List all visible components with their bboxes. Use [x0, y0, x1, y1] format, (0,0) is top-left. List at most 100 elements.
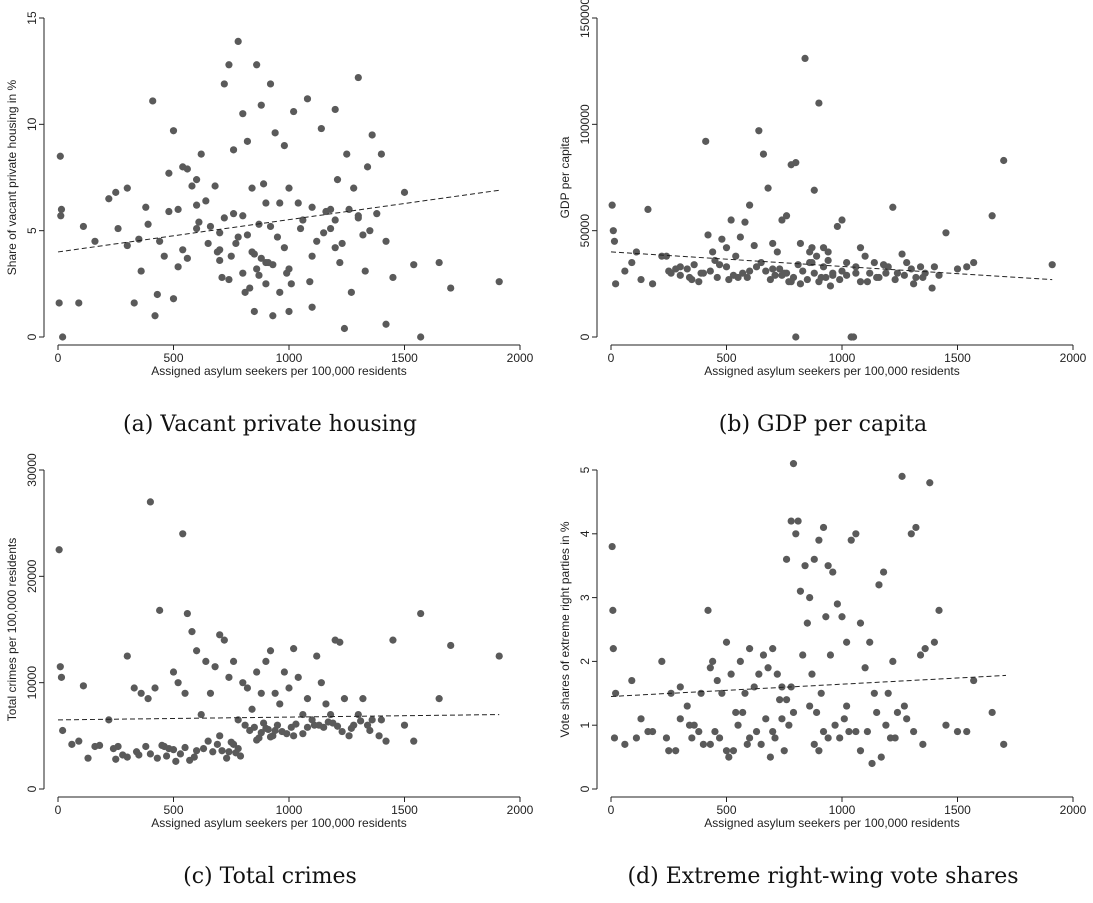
scatter-point [299, 216, 307, 224]
scatter-point [806, 702, 814, 710]
scatter-point [285, 307, 293, 316]
scatter-point [55, 299, 63, 307]
y-axis-title: GDP per capita [558, 136, 572, 218]
scatter-point [889, 203, 897, 211]
scatter-point [137, 267, 145, 275]
scatter-point [778, 715, 786, 723]
scatter-point [165, 207, 173, 216]
scatter-point [662, 252, 671, 260]
scatter-point [741, 689, 749, 697]
scatter-point [193, 201, 201, 209]
scatter-point [612, 280, 620, 288]
scatter-point [963, 727, 971, 736]
scatter-point [750, 241, 758, 250]
scatter-point [852, 530, 860, 538]
scatter-point [119, 751, 127, 759]
scatter-point [699, 269, 707, 277]
scatter-point [746, 267, 754, 275]
scatter-point [202, 657, 210, 665]
scatter-point [877, 753, 885, 761]
scatter-point [220, 214, 228, 222]
scatter-point [833, 222, 841, 231]
scatter-point [722, 263, 731, 271]
y-tick-label: 2 [578, 658, 592, 665]
scatter-point [303, 695, 312, 703]
scatter-point [709, 248, 717, 256]
scatter-point [366, 726, 374, 735]
scatter-point [290, 107, 298, 116]
scatter-point [803, 619, 811, 627]
caption-total-crimes: (c) Total crimes [183, 864, 357, 889]
scatter-point [232, 749, 240, 757]
scatter-point [206, 689, 215, 697]
scatter-point [815, 747, 823, 755]
scatter-point [764, 184, 772, 192]
scatter-point [389, 636, 397, 644]
scatter-point [891, 275, 899, 284]
scatter-point [322, 700, 330, 708]
scatter-point [229, 210, 238, 218]
scatter-point [759, 150, 768, 158]
scatter-point [794, 261, 802, 269]
fitted-line [610, 251, 1053, 281]
y-tick-label: 10 [25, 117, 39, 131]
scatter-point [495, 652, 503, 660]
scatter-point [156, 237, 164, 245]
scatter-point [158, 741, 166, 750]
caption-vacant-housing: (a) Vacant private housing [123, 412, 417, 437]
scatter-point [326, 224, 335, 233]
scatter-point [903, 258, 911, 267]
scatter-point [773, 670, 781, 678]
x-tick-label: 2000 [1060, 351, 1087, 365]
scatter-point [836, 275, 844, 284]
scatter-point [838, 267, 846, 275]
scatter-point [220, 80, 228, 88]
scatter-point [262, 199, 270, 207]
scatter-point [970, 258, 978, 267]
scatter-point [174, 263, 182, 271]
scatter-point [206, 222, 215, 231]
scatter-point [644, 205, 652, 213]
scatter-point [637, 715, 645, 723]
scatter-point [176, 750, 185, 758]
scatter-point [57, 212, 65, 220]
scatter-point [313, 652, 321, 660]
scatter-point [357, 717, 365, 725]
scatter-point [317, 124, 325, 133]
scatter-point [347, 724, 355, 732]
scatter-point [884, 263, 892, 271]
scatter-point [799, 267, 807, 275]
scatter-point [273, 233, 282, 241]
x-tick-label: 1500 [391, 351, 418, 365]
scatter-point [79, 682, 88, 690]
scatter-point [382, 320, 390, 328]
scatter-point [870, 689, 878, 697]
scatter-points [55, 37, 503, 341]
scatter-point [729, 271, 738, 279]
scatter-point [819, 727, 828, 736]
scatter-point [803, 275, 811, 284]
scatter-point [609, 606, 617, 614]
scatter-point [280, 142, 288, 150]
scatter-point [632, 248, 641, 256]
scatter-point [57, 205, 66, 213]
scatter-point [845, 727, 853, 736]
x-axis-title: Assigned asylum seekers per 100,000 resi… [151, 364, 406, 378]
scatter-point [350, 184, 358, 192]
scatter-point [354, 214, 362, 222]
scatter-point [156, 606, 164, 614]
scatter-point [608, 542, 616, 551]
scatter-point [174, 679, 182, 687]
x-tick-label: 0 [55, 351, 62, 365]
scatter-point [900, 271, 908, 279]
scatter-point [953, 727, 962, 736]
scatter-point [417, 609, 425, 618]
scatter-point [57, 673, 66, 681]
scatter-point [287, 280, 295, 288]
y-tick-label: 0 [578, 785, 592, 792]
scatter-point [648, 280, 657, 288]
scatter-point [782, 696, 791, 704]
scatter-point [900, 702, 908, 710]
scatter-point [685, 721, 694, 729]
scatter-point [861, 252, 869, 260]
